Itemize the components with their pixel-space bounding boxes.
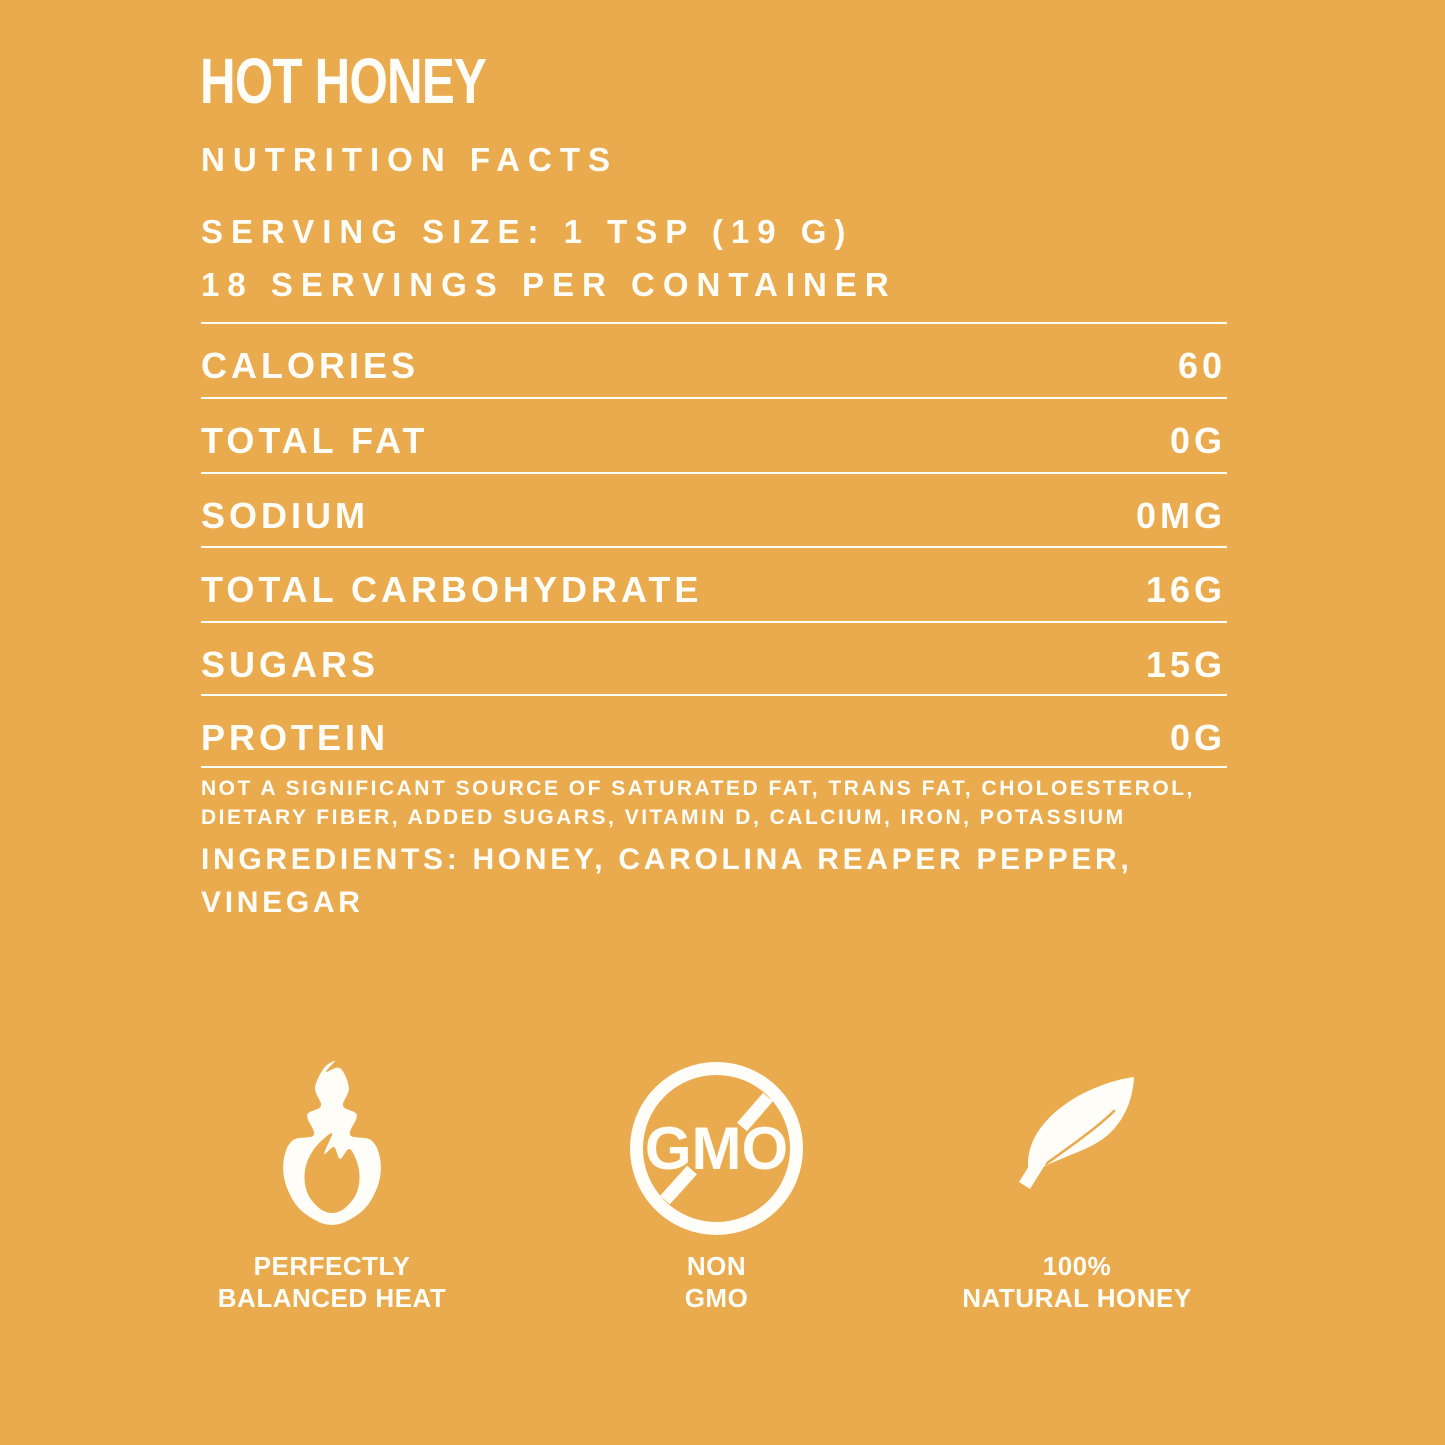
svg-text:GMO: GMO — [644, 1115, 787, 1182]
